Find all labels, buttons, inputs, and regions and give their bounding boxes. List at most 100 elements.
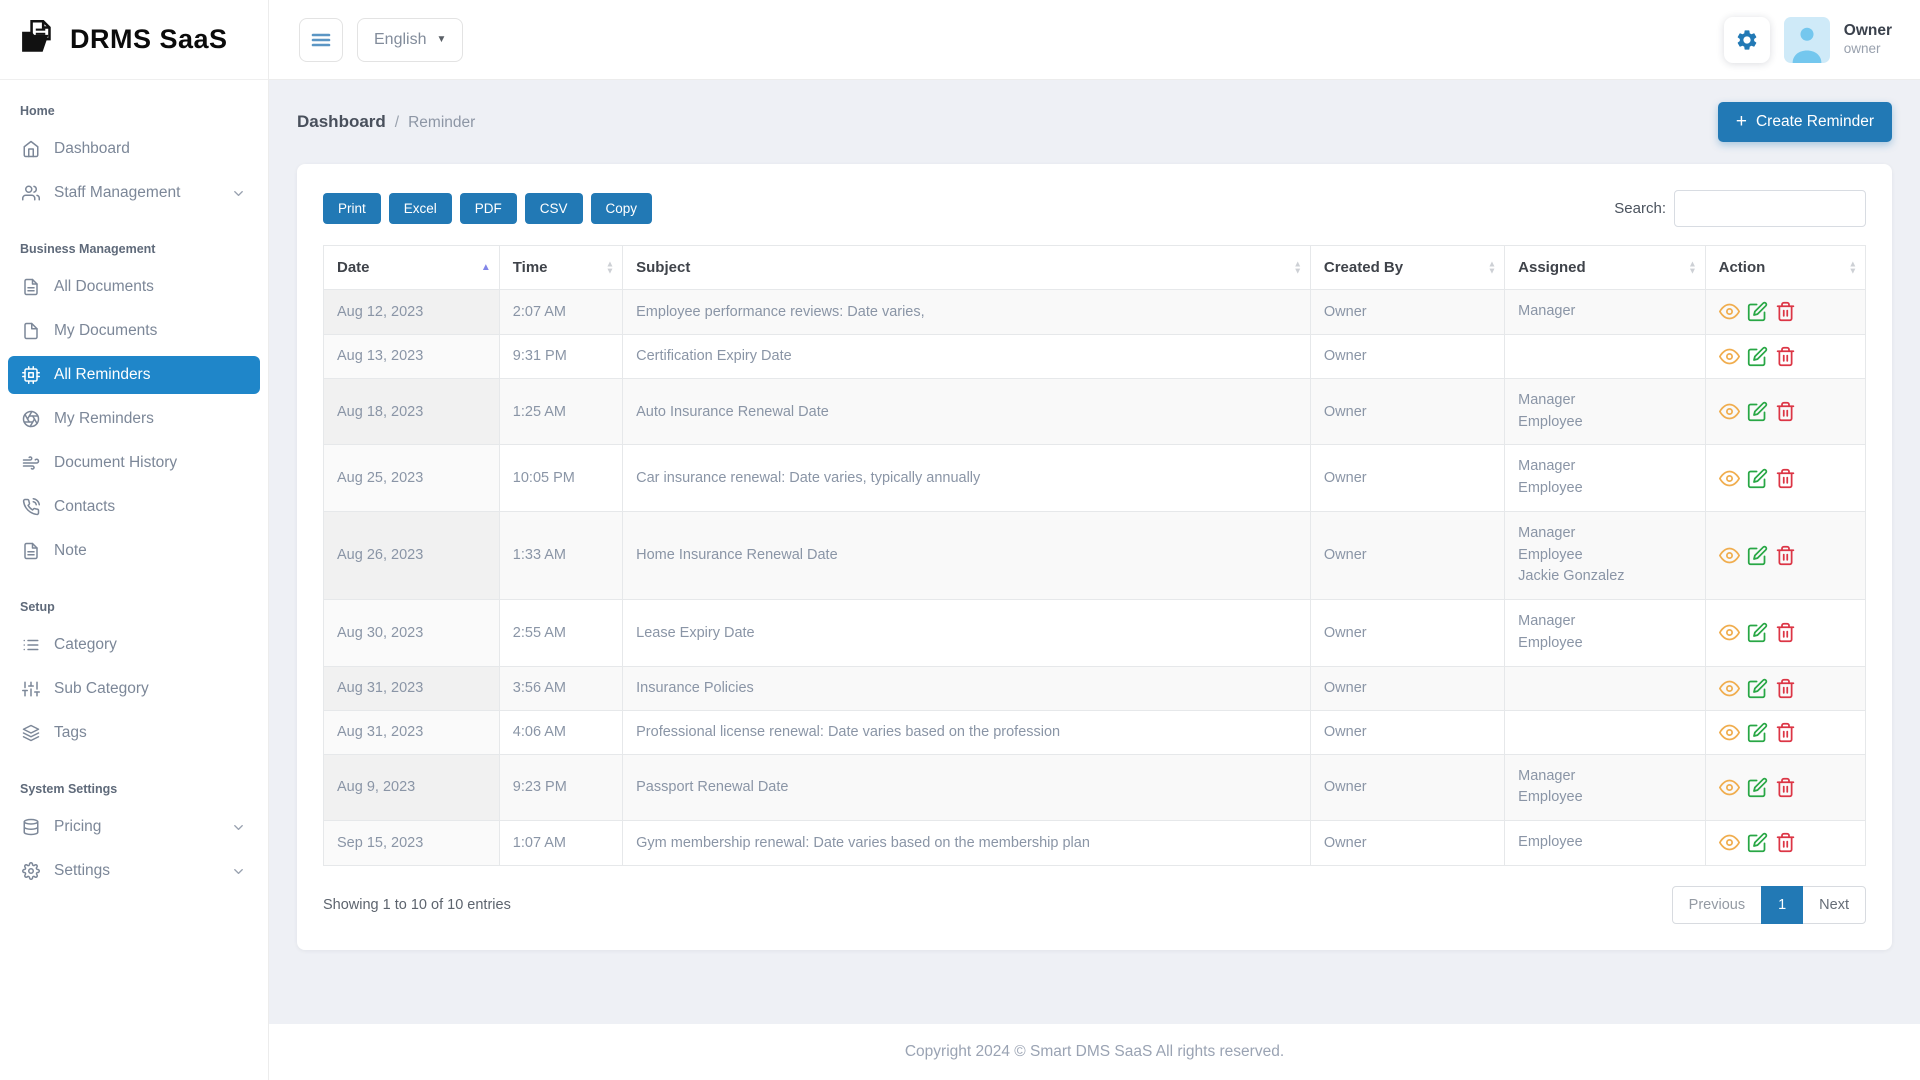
view-reminder-button[interactable] — [1718, 622, 1740, 643]
edit-reminder-button[interactable] — [1747, 301, 1768, 322]
sidebar-item-dashboard[interactable]: Dashboard — [8, 130, 260, 168]
menu-toggle-button[interactable] — [299, 17, 343, 62]
edit-reminder-button[interactable] — [1747, 622, 1768, 643]
edit-reminder-button[interactable] — [1747, 468, 1768, 489]
view-reminder-button[interactable] — [1718, 678, 1740, 699]
edit-reminder-button[interactable] — [1747, 678, 1768, 699]
column-header-created-by[interactable]: Created By ▲ ▼ — [1309, 245, 1506, 290]
view-reminder-button[interactable] — [1718, 401, 1740, 422]
column-header-action[interactable]: Action ▲ ▼ — [1704, 245, 1867, 290]
edit-icon — [1747, 623, 1767, 643]
eye-icon — [1718, 779, 1740, 796]
sidebar-nav: Home Dashboard Staff Management Business Ma… — [0, 80, 268, 890]
edit-reminder-button[interactable] — [1747, 545, 1768, 566]
sidebar-item-contacts[interactable]: Contacts — [8, 488, 260, 526]
brand-logo[interactable]: DRMS SaaS — [0, 0, 268, 80]
cell-time: 4:06 AM — [498, 709, 624, 755]
cell-date: Aug 30, 2023 — [323, 599, 500, 667]
sidebar-item-tags[interactable]: Tags — [8, 714, 260, 752]
sidebar-item-category[interactable]: Category — [8, 626, 260, 664]
pagination-previous-button[interactable]: Previous — [1671, 885, 1763, 924]
sidebar-item-staff-management[interactable]: Staff Management — [8, 174, 260, 212]
cell-created-by: Owner — [1309, 709, 1506, 755]
database-icon — [23, 818, 39, 836]
delete-reminder-button[interactable] — [1775, 832, 1796, 853]
export-excel-button[interactable]: Excel — [388, 193, 452, 224]
trash-icon — [1776, 302, 1794, 322]
delete-reminder-button[interactable] — [1775, 401, 1796, 422]
sidebar-item-all-documents[interactable]: All Documents — [8, 268, 260, 306]
edit-icon — [1747, 678, 1767, 698]
sort-icon: ▲ ▼ — [1487, 258, 1497, 276]
cell-date: Aug 26, 2023 — [323, 510, 500, 601]
cell-subject: Lease Expiry Date — [622, 599, 1311, 667]
chevron-down-icon — [234, 868, 243, 874]
edit-reminder-button[interactable] — [1747, 777, 1768, 798]
edit-reminder-button[interactable] — [1747, 832, 1768, 853]
list-icon — [23, 639, 39, 651]
table-row: Aug 25, 2023 10:05 PM Car insurance renewa… — [323, 444, 1867, 512]
reminders-card: Print Excel PDF CSV Copy Search: Date ▲ Time ▲ ▼… — [297, 164, 1892, 950]
view-reminder-button[interactable] — [1718, 722, 1740, 743]
export-csv-button[interactable]: CSV — [524, 193, 583, 224]
language-dropdown[interactable]: English ▼ — [357, 17, 464, 62]
brand-name: DRMS SaaS — [70, 24, 228, 54]
view-reminder-button[interactable] — [1718, 832, 1740, 853]
avatar[interactable] — [1783, 16, 1830, 63]
main-area: English ▼ Owner o — [269, 0, 1920, 1080]
delete-reminder-button[interactable] — [1775, 678, 1796, 699]
view-reminder-button[interactable] — [1718, 777, 1740, 798]
sidebar-item-document-history[interactable]: Document History — [8, 444, 260, 482]
edit-reminder-button[interactable] — [1747, 346, 1768, 367]
export-print-button[interactable]: Print — [323, 193, 381, 224]
edit-reminder-button[interactable] — [1747, 722, 1768, 743]
breadcrumb-dashboard-link[interactable]: Dashboard — [297, 112, 386, 131]
sidebar-item-my-documents[interactable]: My Documents — [8, 312, 260, 350]
breadcrumb-current: Reminder — [408, 114, 476, 131]
pagination-next-button[interactable]: Next — [1802, 885, 1866, 924]
delete-reminder-button[interactable] — [1775, 545, 1796, 566]
search-input[interactable] — [1674, 190, 1866, 227]
delete-reminder-button[interactable] — [1775, 777, 1796, 798]
view-reminder-button[interactable] — [1718, 301, 1740, 322]
cell-subject: Certification Expiry Date — [622, 333, 1311, 379]
column-header-date[interactable]: Date ▲ — [323, 245, 500, 290]
trash-icon — [1776, 401, 1794, 422]
sidebar-item-sub-category[interactable]: Sub Category — [8, 670, 260, 708]
table-row: Sep 15, 2023 1:07 AM Gym membership renewa… — [323, 820, 1867, 866]
cell-actions — [1704, 333, 1867, 379]
column-header-subject[interactable]: Subject ▲ ▼ — [622, 245, 1311, 290]
column-header-time[interactable]: Time ▲ ▼ — [498, 245, 624, 290]
cell-actions — [1704, 665, 1867, 711]
cell-actions — [1704, 753, 1867, 821]
view-reminder-button[interactable] — [1718, 468, 1740, 489]
pagination-page-1-button[interactable]: 1 — [1761, 885, 1804, 924]
cell-date: Aug 12, 2023 — [323, 289, 500, 335]
sidebar-item-my-reminders[interactable]: My Reminders — [8, 400, 260, 438]
sidebar-item-settings[interactable]: Settings — [8, 852, 260, 890]
create-reminder-button[interactable]: + Create Reminder — [1717, 102, 1892, 142]
delete-reminder-button[interactable] — [1775, 301, 1796, 322]
sidebar-item-pricing[interactable]: Pricing — [8, 808, 260, 846]
sidebar-item-all-reminders[interactable]: All Reminders — [8, 356, 260, 394]
export-pdf-button[interactable]: PDF — [459, 193, 517, 224]
cell-actions — [1704, 599, 1867, 667]
delete-reminder-button[interactable] — [1775, 346, 1796, 367]
delete-reminder-button[interactable] — [1775, 468, 1796, 489]
cell-assigned: Manager Employee — [1504, 377, 1706, 446]
delete-reminder-button[interactable] — [1775, 622, 1796, 643]
export-copy-button[interactable]: Copy — [590, 193, 653, 224]
eye-icon — [1718, 624, 1740, 641]
eye-icon — [1718, 470, 1740, 486]
view-reminder-button[interactable] — [1718, 545, 1740, 566]
column-header-assigned[interactable]: Assigned ▲ ▼ — [1504, 245, 1706, 290]
settings-gear-button[interactable] — [1723, 16, 1770, 63]
cell-created-by: Owner — [1309, 289, 1506, 335]
edit-reminder-button[interactable] — [1747, 401, 1768, 422]
delete-reminder-button[interactable] — [1775, 722, 1796, 743]
view-reminder-button[interactable] — [1718, 346, 1740, 367]
edit-icon — [1747, 468, 1767, 488]
cell-time: 9:31 PM — [498, 333, 624, 379]
sidebar-item-note[interactable]: Note — [8, 532, 260, 570]
user-info[interactable]: Owner owner — [1844, 21, 1894, 57]
